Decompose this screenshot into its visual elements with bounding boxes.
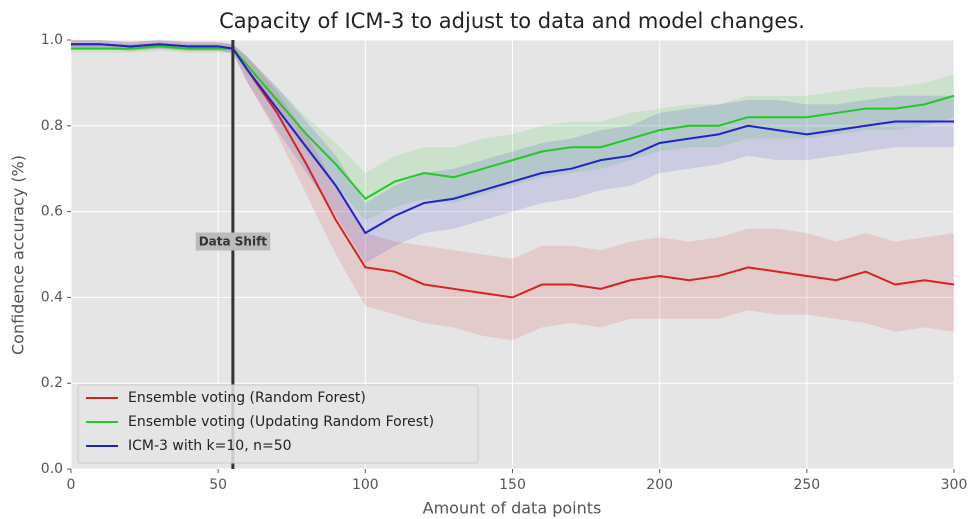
series-line — [71, 43, 954, 235]
legend-text: ICM-3 with k=10, n=50 — [128, 438, 292, 454]
confidence-band — [71, 42, 954, 221]
confidence-band — [71, 40, 954, 264]
x-tick-label: 300 — [941, 477, 968, 493]
x-tick-label: 150 — [499, 477, 526, 493]
annotation-box — [195, 232, 271, 251]
bands — [71, 40, 954, 341]
y-tick-label: 1.0 — [41, 32, 63, 48]
y-tick-label: 0.4 — [41, 289, 63, 305]
y-axis-label: Confidence accuracy (%) — [9, 155, 28, 355]
x-tick-label: 0 — [67, 477, 76, 493]
y-tick-label: 0.0 — [41, 461, 63, 477]
chart-title: Capacity of ICM-3 to adjust to data and … — [219, 9, 805, 33]
x-tick-label: 100 — [352, 477, 379, 493]
series-line — [71, 45, 955, 201]
x-axis-label: Amount of data points — [423, 499, 602, 518]
legend-box — [77, 384, 479, 464]
lines — [71, 43, 955, 299]
y-tick-label: 0.2 — [41, 375, 63, 391]
legend: Ensemble voting (Random Forest) Ensemble … — [77, 384, 479, 464]
x-tick-label: 200 — [646, 477, 673, 493]
legend-text: Ensemble voting (Random Forest) — [128, 390, 366, 406]
legend-text: Ensemble voting (Updating Random Forest) — [128, 414, 434, 430]
x-tick-label: 50 — [209, 477, 227, 493]
confidence-band — [71, 40, 954, 341]
annotation: Data Shift — [199, 235, 268, 249]
y-tick-label: 0.6 — [41, 204, 63, 220]
ticks: 0.0 0.2 0.4 0.6 0.8 1.0 0 50 100 150 200 250 300 — [41, 32, 968, 493]
x-tick-label: 250 — [793, 477, 820, 493]
y-tick-label: 0.8 — [41, 118, 63, 134]
